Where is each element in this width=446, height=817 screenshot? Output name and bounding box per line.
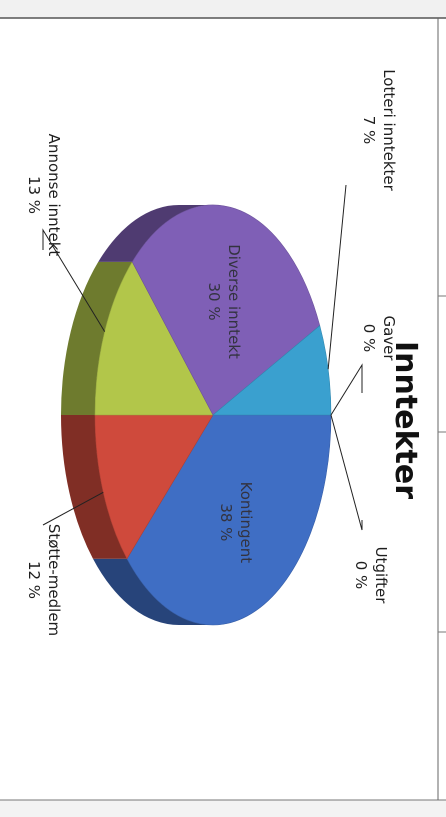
slice-label-4: Lotteri inntekter: [380, 69, 398, 191]
slice-2: [94, 261, 214, 416]
slice-value-label-0: 38 %: [217, 503, 235, 541]
slice-label-6: Utgifter: [372, 547, 390, 605]
slice-value-label-6: 0 %: [352, 561, 370, 590]
pie-slices: [94, 204, 332, 626]
slice-label-2: Annonse inntekt: [45, 134, 63, 257]
slice-1: [94, 414, 214, 560]
bottom-ruler-bar: [0, 800, 446, 817]
slice-label-1: Støtte-medlem: [45, 524, 63, 636]
top-ruler-bar: [0, 0, 446, 18]
slice-side-2: [61, 261, 133, 415]
slice-label-3: Diverse inntekt: [225, 244, 243, 359]
leader-lines: [42, 184, 363, 531]
leader-line-5: [330, 363, 363, 416]
slice-side-1: [61, 415, 127, 559]
leader-line-1: [42, 491, 104, 526]
chart-title: Inntekter: [388, 341, 423, 499]
slice-side-0: [92, 558, 213, 625]
pie-sides: [61, 205, 213, 625]
slice-value-label-1: 12 %: [25, 561, 43, 599]
leader-line-2: [42, 228, 106, 332]
slice-value-label-2: 13 %: [25, 176, 43, 214]
slice-0: [126, 414, 332, 626]
slice-side-3: [98, 205, 213, 262]
slice-3: [131, 204, 321, 416]
slice-label-5: Gaver: [380, 315, 398, 361]
slice-value-label-4: 7 %: [360, 116, 378, 145]
leader-line-4: [327, 184, 347, 370]
slice-label-0: Kontingent: [237, 482, 255, 564]
slice-value-label-5: 0 %: [360, 324, 378, 353]
slice-value-label-3: 30 %: [205, 282, 223, 320]
leader-line-6: [330, 414, 363, 531]
